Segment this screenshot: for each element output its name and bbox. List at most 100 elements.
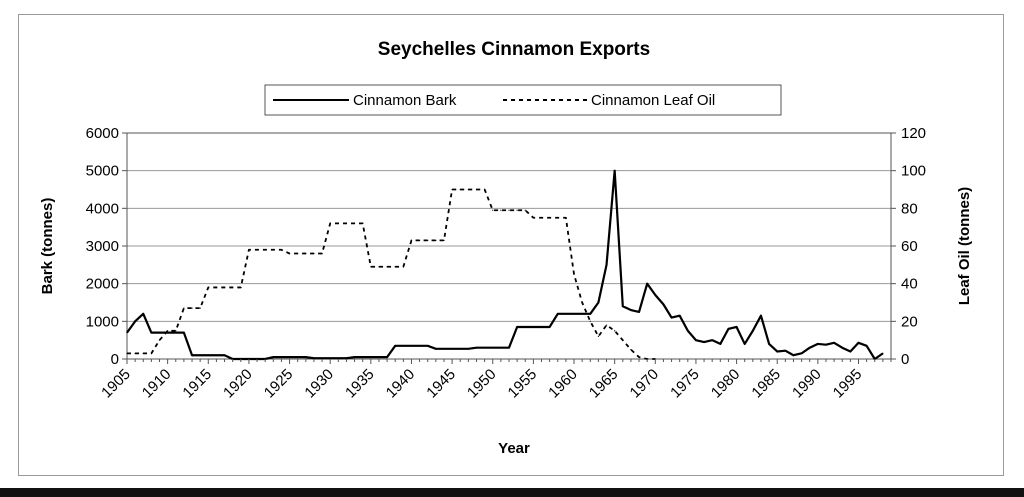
data-point	[175, 332, 177, 334]
data-point	[801, 352, 803, 354]
data-point	[280, 249, 283, 251]
data-point	[280, 356, 283, 358]
data-point	[857, 342, 860, 344]
data-point	[215, 354, 217, 356]
data-point	[329, 222, 331, 224]
x-tick-label: 1995	[830, 366, 866, 402]
data-point	[370, 266, 372, 268]
data-point	[435, 239, 437, 241]
data-point	[386, 266, 388, 268]
data-point	[630, 309, 632, 311]
x-tick-label: 1960	[545, 366, 581, 402]
data-point	[841, 347, 843, 349]
data-point	[614, 330, 616, 332]
data-point	[475, 347, 478, 349]
series-layer	[126, 169, 884, 361]
data-point	[362, 222, 364, 224]
data-point	[378, 266, 380, 268]
data-point	[248, 249, 250, 251]
data-point	[882, 352, 884, 354]
data-point	[183, 307, 185, 309]
data-point	[549, 326, 551, 328]
x-tick-label: 1930	[301, 366, 337, 402]
data-point	[297, 356, 299, 358]
left-tick-label: 0	[111, 351, 119, 368]
data-point	[744, 343, 746, 345]
data-point	[410, 345, 413, 347]
data-point	[670, 316, 673, 319]
data-point	[589, 313, 591, 315]
data-point	[142, 352, 144, 354]
data-point	[557, 217, 559, 219]
data-point	[167, 330, 169, 332]
data-point	[353, 356, 356, 358]
data-point	[435, 348, 437, 350]
data-point	[809, 347, 811, 349]
x-tick-label: 1950	[464, 366, 500, 402]
left-tick-label: 6000	[86, 125, 119, 142]
data-point	[638, 356, 640, 358]
data-point	[321, 357, 323, 359]
data-point	[508, 347, 510, 349]
data-point	[337, 357, 339, 359]
data-point	[451, 348, 453, 350]
data-point	[654, 294, 656, 296]
data-point	[305, 252, 307, 255]
data-point	[353, 222, 356, 224]
right-axis-title: Leaf Oil (tonnes)	[956, 187, 973, 305]
series-line-cinnamon-leaf-oil	[127, 188, 656, 360]
data-point	[207, 354, 209, 356]
x-tick-label: 1920	[220, 366, 256, 402]
data-point	[427, 239, 429, 241]
data-point	[532, 217, 534, 219]
data-point	[345, 357, 348, 359]
data-point	[484, 188, 486, 191]
x-tick-label: 1965	[586, 366, 622, 402]
data-point	[232, 286, 234, 289]
data-point	[370, 356, 372, 358]
data-point	[825, 344, 827, 346]
data-point	[158, 339, 161, 341]
x-tick-label: 1940	[383, 366, 419, 402]
data-point	[776, 350, 778, 353]
x-tick-label: 1975	[667, 366, 703, 402]
data-point	[410, 239, 413, 241]
data-point	[662, 303, 665, 305]
data-point	[191, 307, 193, 309]
data-point	[768, 343, 770, 345]
left-tick-label: 2000	[86, 276, 119, 293]
data-point	[792, 354, 795, 356]
data-point	[150, 332, 152, 334]
data-point	[532, 326, 534, 328]
data-point	[264, 249, 266, 251]
right-tick-label: 0	[901, 351, 909, 368]
left-axis-title: Bark (tonnes)	[39, 198, 56, 295]
right-tick-label: 80	[901, 200, 918, 217]
data-point	[817, 343, 819, 345]
legend-label-leaf-oil: Cinnamon Leaf Oil	[591, 92, 715, 109]
data-point	[427, 345, 429, 347]
gridlines	[127, 132, 891, 360]
left-tick-label: 3000	[86, 238, 119, 255]
data-point	[134, 352, 136, 354]
x-axis-ticks: 1905 1910 1915 1920 1925 1930 1935 1940 1945 1950…	[98, 359, 892, 402]
right-tick-label: 60	[901, 238, 918, 255]
data-point	[540, 217, 543, 219]
data-point	[589, 320, 591, 322]
x-tick-label: 1925	[261, 366, 297, 402]
data-point	[614, 170, 616, 172]
data-point	[215, 286, 217, 289]
data-point	[272, 249, 274, 251]
data-point	[297, 252, 299, 255]
data-point	[443, 348, 445, 350]
data-point	[646, 283, 648, 285]
x-tick-label: 1970	[627, 366, 663, 402]
x-tick-label: 1985	[748, 366, 784, 402]
data-point	[492, 347, 494, 349]
right-tick-label: 40	[901, 276, 918, 293]
data-point	[638, 311, 640, 313]
legend-label-bark: Cinnamon Bark	[353, 92, 457, 109]
line-chart: 0 1000 2000 3000 4000 5000 6000 0 20 40 60 80 100 12…	[39, 39, 973, 457]
data-point	[175, 330, 177, 332]
data-point	[492, 209, 494, 211]
